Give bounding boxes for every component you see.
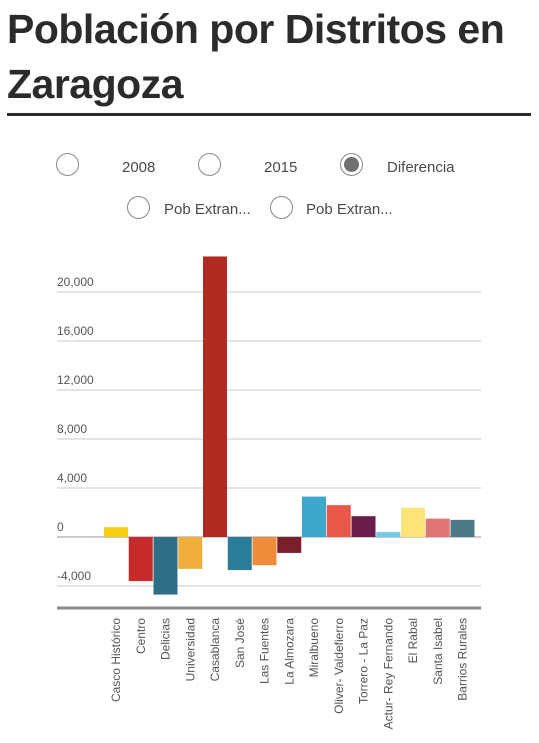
bar bbox=[227, 537, 252, 571]
bar bbox=[326, 505, 351, 537]
radio-2008-label[interactable]: 2008 bbox=[122, 159, 156, 176]
x-category-label: Miralbueno bbox=[307, 618, 321, 678]
y-tick-label: 4,000 bbox=[57, 471, 87, 485]
radio-diferencia[interactable] bbox=[340, 153, 363, 176]
population-difference-bar-chart: -4,000 0 4,000 8,000 12,000 16,000 20,000 Casco… bbox=[57, 256, 481, 730]
radio-2008[interactable] bbox=[56, 153, 79, 176]
bar bbox=[277, 537, 302, 553]
x-category-label: Universidad bbox=[183, 618, 197, 681]
x-category-label: Casco Histórico bbox=[109, 618, 123, 702]
y-tick-label: 20,000 bbox=[57, 275, 94, 289]
radio-2015-label[interactable]: 2015 bbox=[264, 159, 298, 176]
bar bbox=[376, 532, 401, 537]
x-category-label: San José bbox=[233, 618, 247, 668]
page-title: Población por Distritos en Zaragoza bbox=[7, 6, 505, 107]
y-tick-label: 12,000 bbox=[57, 373, 94, 387]
x-category-label: Centro bbox=[134, 618, 148, 654]
bar bbox=[302, 496, 326, 537]
bar bbox=[178, 537, 203, 569]
bar bbox=[351, 516, 376, 537]
bar bbox=[153, 537, 178, 595]
radio-pob-extranjera-1-label[interactable]: Pob Extran... bbox=[164, 201, 251, 218]
x-category-label: Delicias bbox=[159, 618, 173, 660]
radio-diferencia-dot bbox=[344, 157, 359, 172]
bar bbox=[203, 256, 227, 537]
y-tick-label: 0 bbox=[57, 520, 64, 534]
x-category-label: Casablanca bbox=[208, 618, 222, 682]
y-tick-label: 16,000 bbox=[57, 324, 94, 338]
bar bbox=[252, 537, 277, 566]
radio-2015[interactable] bbox=[198, 153, 221, 176]
bar bbox=[128, 537, 153, 582]
bar bbox=[425, 518, 450, 537]
bar bbox=[401, 507, 425, 537]
radio-pob-extranjera-2-label[interactable]: Pob Extran... bbox=[306, 201, 393, 218]
bar bbox=[450, 519, 475, 537]
y-tick-label: -4,000 bbox=[57, 569, 91, 583]
radio-pob-extranjera-1[interactable] bbox=[127, 196, 150, 219]
title-divider bbox=[7, 113, 531, 116]
x-category-label: Oliver- Valdefierro bbox=[332, 618, 346, 714]
x-category-label: Las Fuentes bbox=[258, 618, 272, 684]
x-category-label: Actur- Rey Fernando bbox=[381, 618, 395, 730]
radio-pob-extranjera-2[interactable] bbox=[270, 196, 293, 219]
x-category-label: La Almozara bbox=[282, 618, 296, 685]
x-category-label: Torrero - La Paz bbox=[357, 618, 371, 704]
y-tick-label: 8,000 bbox=[57, 422, 87, 436]
x-category-label: El Rabal bbox=[406, 618, 420, 663]
x-category-label: Barrios Rurales bbox=[456, 618, 470, 701]
bar bbox=[104, 527, 128, 537]
radio-diferencia-label[interactable]: Diferencia bbox=[387, 159, 455, 176]
x-category-label: Santa Isabel bbox=[431, 618, 445, 685]
